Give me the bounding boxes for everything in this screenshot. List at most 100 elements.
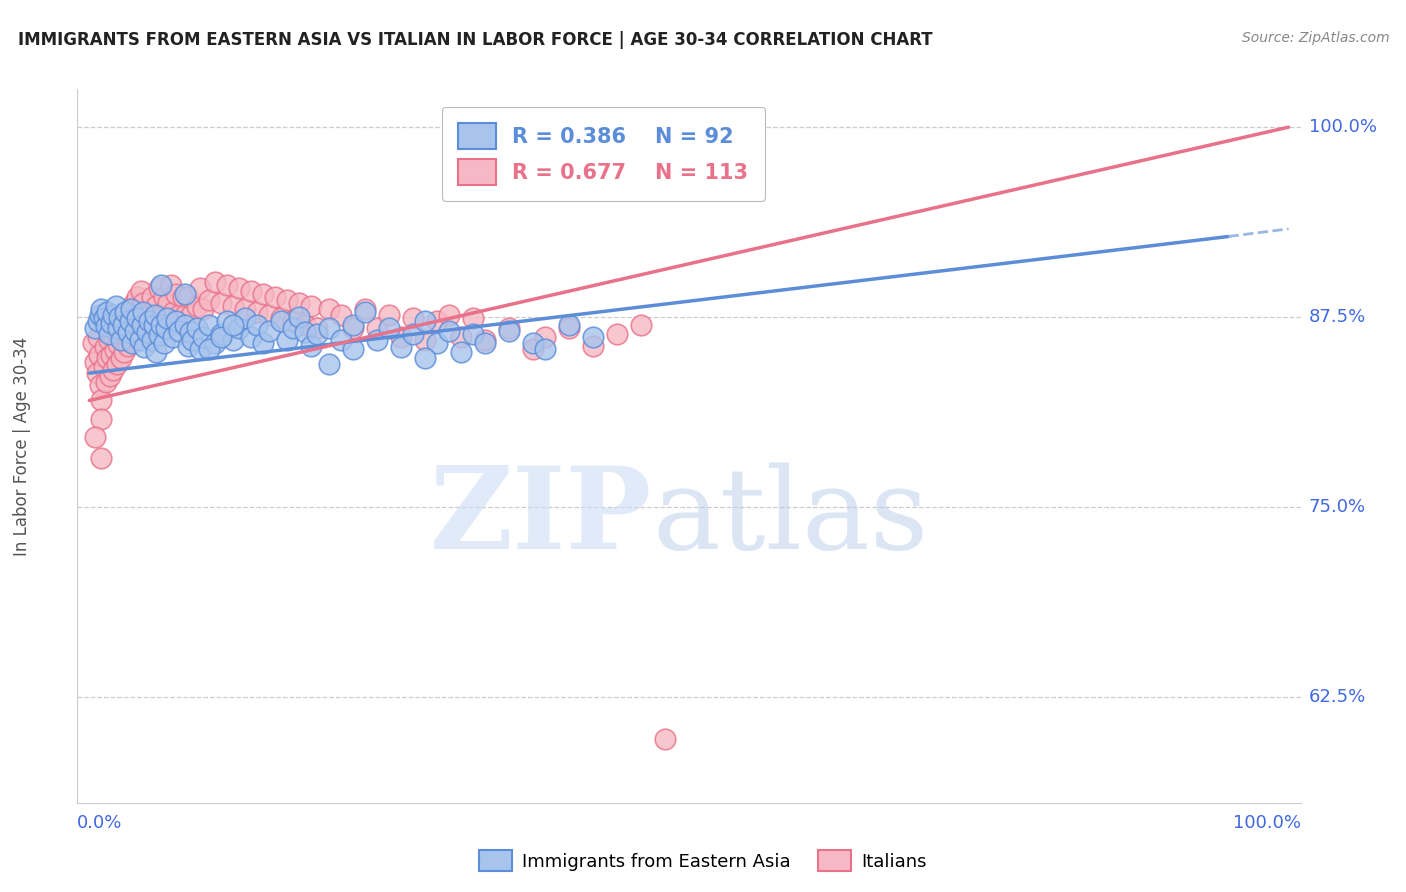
Point [174,309,197,323]
Point [89,378,111,392]
Point [97,333,120,347]
Point [318,302,340,317]
Point [97,326,120,341]
Point [558,318,581,332]
Point [389,340,412,354]
Point [141,333,163,347]
Point [174,287,197,301]
Point [145,299,167,313]
Point [98,369,121,384]
Point [534,342,557,356]
Text: 75.0%: 75.0% [1309,498,1367,516]
Point [193,329,215,343]
Point [84,320,107,334]
Point [522,342,544,356]
Point [176,339,198,353]
Point [172,290,194,304]
Point [103,343,125,358]
Point [240,284,263,298]
Point [155,314,177,328]
Point [120,314,142,328]
Point [84,430,107,444]
Point [426,335,449,350]
Point [283,314,305,328]
Text: ZIP: ZIP [430,462,652,573]
Point [413,351,436,365]
Point [378,309,401,323]
Point [522,335,544,350]
Point [121,335,143,350]
Point [174,318,197,332]
Point [124,326,146,341]
Point [96,351,118,365]
Point [176,290,198,304]
Text: IMMIGRANTS FROM EASTERN ASIA VS ITALIAN IN LABOR FORCE | AGE 30-34 CORRELATION C: IMMIGRANTS FROM EASTERN ASIA VS ITALIAN … [18,31,934,49]
Point [366,320,388,334]
Text: 100.0%: 100.0% [1309,118,1376,136]
Point [198,318,221,332]
Point [354,302,377,317]
Point [257,324,280,338]
Point [156,311,179,326]
Point [143,318,166,332]
Point [87,348,110,362]
Point [630,318,652,332]
Point [150,309,173,323]
Point [121,314,143,328]
Point [111,331,134,345]
Point [222,333,245,347]
Point [270,314,292,328]
Point [143,309,166,323]
Point [474,335,496,350]
Point [111,311,134,326]
Point [450,329,472,343]
Point [108,310,131,324]
Point [96,305,118,319]
Point [131,318,153,332]
Point [233,302,256,317]
Point [188,342,211,356]
Point [105,357,128,371]
Point [437,309,460,323]
Point [318,320,340,334]
Point [558,320,581,334]
Point [127,320,149,334]
Point [120,333,142,347]
Point [582,339,605,353]
Point [131,314,153,328]
Point [101,326,124,341]
Point [104,299,127,313]
Point [120,301,142,315]
Point [276,333,298,347]
Point [204,335,226,350]
Point [150,278,173,293]
Point [108,318,131,332]
Point [148,281,170,295]
Point [198,293,221,308]
Point [141,290,163,304]
Point [246,318,269,332]
Point [127,311,149,326]
Text: Source: ZipAtlas.com: Source: ZipAtlas.com [1241,31,1389,45]
Point [461,326,484,341]
Point [450,344,472,359]
Point [240,329,263,343]
Point [534,329,557,343]
Point [252,287,274,301]
Point [582,329,605,343]
Point [288,310,311,324]
Point [93,359,115,374]
Point [128,302,150,317]
Point [129,284,152,298]
Point [103,363,125,377]
Point [498,320,520,334]
Point [86,314,108,328]
Point [90,451,112,466]
Point [169,309,191,323]
Point [307,326,329,341]
Point [264,290,287,304]
Point [217,278,239,293]
Point [186,299,208,313]
Point [103,309,125,323]
Text: 100.0%: 100.0% [1233,814,1301,831]
